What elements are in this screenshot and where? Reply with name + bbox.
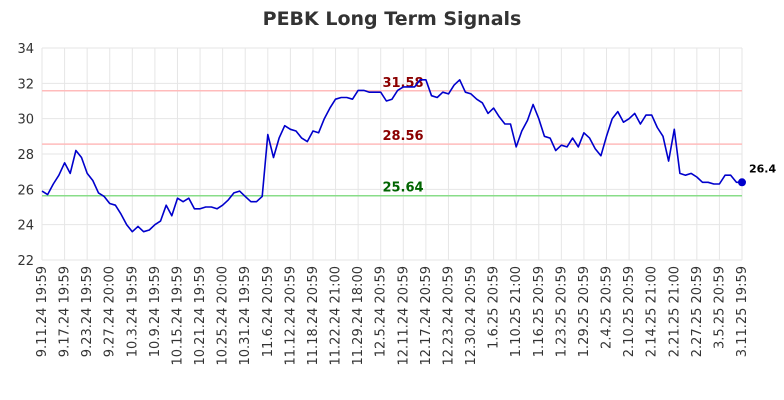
x-tick-label: 11.22.24 21:00: [329, 266, 344, 366]
plot-area: 26.4: [41, 79, 776, 233]
x-tick-label: 1.6.25 20:59: [487, 266, 502, 349]
x-tick-label: 11.6.24 20:59: [261, 266, 276, 357]
signal-label: 28.56: [382, 129, 423, 144]
x-tick-label: 10.15.24 19:59: [170, 266, 185, 366]
x-tick-label: 3.11.25 19:59: [735, 266, 750, 357]
x-tick-label: 10.9.24 19:59: [148, 266, 163, 357]
x-tick-label: 2.4.25 20:59: [600, 266, 615, 349]
y-tick-label: 30: [17, 113, 34, 128]
last-value-label: 26.4: [749, 162, 776, 175]
x-tick-label: 10.31.24 19:59: [238, 266, 253, 366]
x-tick-label: 12.30.24 20:59: [464, 266, 479, 366]
y-tick-label: 22: [17, 254, 34, 269]
x-tick-label: 11.12.24 20:59: [283, 266, 298, 366]
x-tick-label: 2.27.25 20:59: [690, 266, 705, 357]
y-tick-label: 32: [17, 77, 34, 92]
signal-label: 25.64: [382, 181, 423, 196]
x-tick-label: 1.16.25 20:59: [532, 266, 547, 357]
x-tick-label: 12.23.24 20:59: [441, 266, 456, 366]
x-tick-label: 11.29.24 18:00: [351, 266, 366, 366]
x-tick-label: 10.3.24 19:59: [125, 266, 140, 357]
x-tick-label: 2.14.25 21:00: [645, 266, 660, 357]
x-tick-label: 2.10.25 20:59: [622, 266, 637, 357]
x-tick-label: 11.18.24 20:59: [306, 266, 321, 366]
y-tick-label: 26: [17, 183, 34, 198]
x-tick-label: 9.23.24 19:59: [80, 266, 95, 357]
x-tick-label: 9.17.24 19:59: [58, 266, 73, 357]
x-tick-label: 1.23.25 20:59: [554, 266, 569, 357]
y-tick-label: 28: [17, 148, 34, 163]
y-tick-label: 24: [17, 219, 34, 234]
grid: [41, 47, 743, 261]
axes: 22 24 26 28 30 32 34 9.11.24 19:59 9.17.24 19:59…: [17, 42, 750, 366]
x-tick-label: 12.11.24 20:59: [396, 266, 411, 366]
x-tick-label: 9.11.24 19:59: [35, 266, 50, 357]
chart-title: PEBK Long Term Signals: [263, 8, 522, 30]
x-tick-label: 1.10.25 21:00: [509, 266, 524, 357]
x-tick-label: 10.25.24 20:00: [216, 266, 231, 366]
x-tick-label: 3.5.25 20:59: [712, 266, 727, 349]
price-line: [41, 79, 742, 233]
x-tick-label: 12.17.24 20:59: [419, 266, 434, 366]
x-tick-label: 9.27.24 20:00: [103, 266, 118, 357]
x-tick-label: 10.21.24 19:59: [193, 266, 208, 366]
last-point-marker: [738, 178, 746, 187]
x-tick-label: 12.5.24 20:59: [374, 266, 389, 357]
x-tick-label: 2.21.25 21:00: [667, 266, 682, 357]
y-tick-label: 34: [17, 42, 34, 57]
x-tick-label: 1.29.25 20:59: [577, 266, 592, 357]
